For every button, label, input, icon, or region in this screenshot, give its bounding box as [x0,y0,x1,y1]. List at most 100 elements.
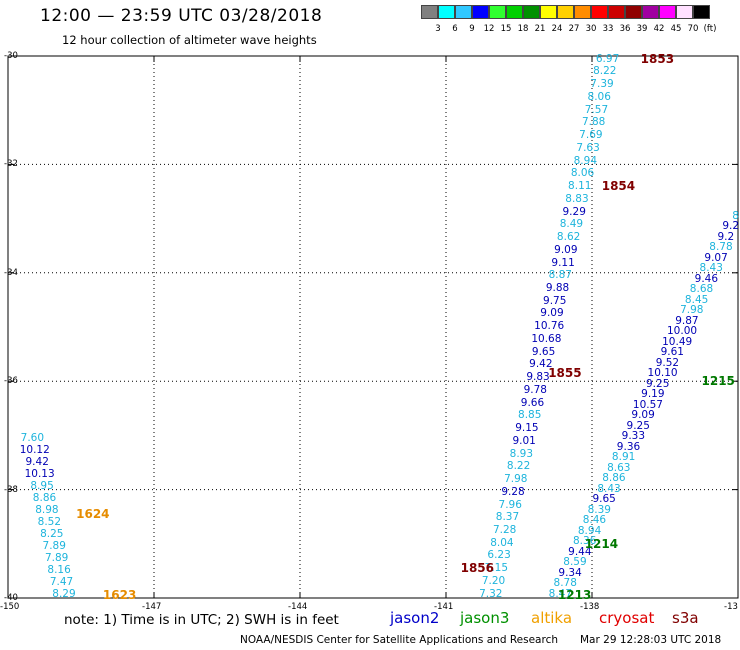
pass-time-label: 1624 [76,506,110,521]
wave-height-value: 7.88 [581,116,606,129]
wave-height-value: 9.66 [520,396,545,409]
scale-label: 33 [602,24,614,34]
wave-height-value: 8.86 [32,491,57,504]
scale-swatch [693,5,710,19]
wave-height-value: 8.93 [509,447,534,460]
scale-swatch [608,5,625,19]
wave-height-value: 9.01 [512,434,536,447]
wave-height-value: 7.15 [484,562,509,575]
scale-label: 9 [469,24,475,34]
wave-height-value: 8.49 [559,218,584,231]
wave-height-value: 8.46 [582,514,607,527]
wave-height-value: 8.43 [699,262,723,275]
lon-label: -147 [142,602,162,612]
wave-height-value: 7.63 [576,141,600,154]
wave-height-value: 9.75 [543,294,567,307]
wave-height-value: 8.83 [565,192,589,205]
satellite-legend-item: s3a [672,609,699,627]
scale-label: 24 [551,24,563,34]
wave-height-value: 9.52 [655,356,680,369]
wave-height-value: 8.45 [684,293,709,306]
satellite-legend-item: cryosat [599,609,655,627]
wave-height-value: 9.33 [621,430,646,443]
wave-height-value: 8.43 [597,482,621,495]
wave-height-value: 9.25 [645,377,670,390]
scale-swatch [523,5,540,19]
lat-label: -32 [4,159,18,170]
wave-height-value: 9.15 [515,422,539,435]
lon-label: -144 [288,602,308,612]
wave-height-value: 9.25 [626,419,650,432]
wave-height-value: 9.07 [704,251,728,264]
wave-height-value: 8.85 [518,409,542,422]
wave-height-value: 9.09 [540,307,564,320]
scale-swatch [591,5,608,19]
lat-label: -40 [4,593,18,603]
chart-title: 12:00 — 23:59 UTC 03/28/2018 [40,6,323,26]
map-ticks [7,55,739,599]
scale-label: 39 [636,24,648,34]
wave-height-value: 8.11 [568,180,592,193]
wave-height-value: 6.23 [487,549,511,562]
scale-label: 45 [670,24,682,34]
wave-height-value: 8.39 [587,503,611,516]
wave-height-value: 7.47 [49,575,74,588]
pass-time-label: 1215 [701,374,735,389]
wave-height-value: 9.46 [694,272,719,285]
wave-height-value: 10.13 [24,468,55,480]
wave-height-value: 9.42 [529,358,553,371]
wave-height-value: 7.98 [680,304,704,317]
wave-height-value: 7.89 [44,551,69,564]
footnote: note: 1) Time is in UTC; 2) SWH is in fe… [64,612,339,628]
wave-height-value: 7.20 [481,574,506,587]
wave-height-value: 8.04 [490,536,514,549]
wave-height-value: 8.16 [47,563,71,576]
scale-swatch [625,5,642,19]
wave-height-value: 9.19 [641,388,665,401]
pass-time-label: 1856 [460,561,494,576]
wave-height-value: 10.57 [632,398,663,411]
lat-label: -30 [4,51,18,61]
satellite-legend-item: jason3 [460,609,510,627]
scale-unit: (ft) [703,24,717,34]
wave-height-value: 10.10 [647,367,678,380]
scale-swatch [642,5,659,19]
scale-label: 36 [619,24,631,34]
wave-height-value: 7.39 [590,78,614,91]
wave-height-value: 7.28 [492,523,517,536]
wave-height-value: 8.47 [548,587,573,600]
wave-height-value: 8.22 [593,65,617,78]
scale-swatch [421,5,438,19]
wave-height-value: 7.57 [584,103,609,116]
wave-height-value: 7.32 [479,587,503,600]
pass-time-label: 1854 [601,179,636,194]
scale-label: 18 [517,24,529,34]
wave-height-value: 9.61 [660,346,684,359]
wave-height-value: 8.29 [52,587,76,600]
scale-label: 21 [534,24,546,34]
lat-label: -38 [4,484,18,495]
wave-height-value: 8.63 [607,461,631,474]
wave-height-value: 8.86 [602,472,626,485]
wave-height-value: 8 [732,209,739,222]
wave-height-value: 8.87 [548,269,572,282]
satellite-legend-item: altika [531,609,573,627]
pass-time-label: 1623 [102,588,137,603]
wave-height-value: 8.62 [556,231,581,244]
wave-height-value: 8.22 [506,460,531,473]
wave-height-value: 9.87 [675,314,699,327]
wave-height-value: 9.28 [501,485,525,498]
wave-height-value: 8.52 [37,515,62,528]
wave-height-value: 8.36 [572,535,597,548]
wave-height-value: 10.68 [531,332,562,345]
generation-timestamp: Mar 29 12:28:03 UTC 2018 [580,634,722,646]
scale-swatch [506,5,523,19]
wave-height-value: 8.37 [495,511,520,524]
wave-height-value: 9.2 [722,220,740,233]
wave-height-value: 8.25 [40,527,64,540]
wave-height-value: 7.98 [504,473,528,486]
chart-subtitle: 12 hour collection of altimeter wave hei… [62,33,317,47]
lon-label: -141 [434,602,454,612]
scale-label: 30 [585,24,597,34]
